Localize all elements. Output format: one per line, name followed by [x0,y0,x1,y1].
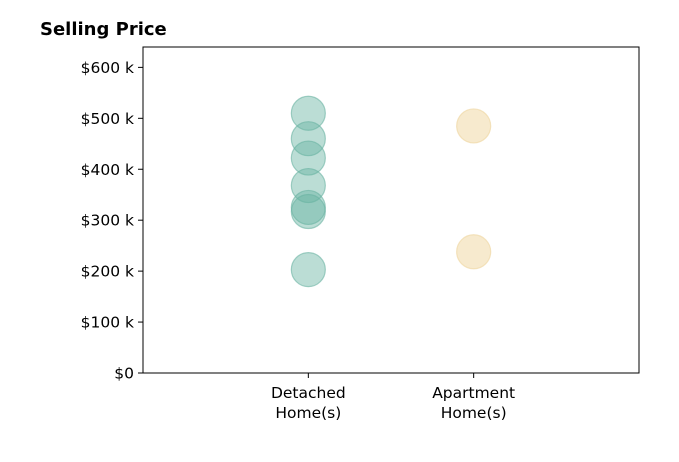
data-point [290,251,326,288]
y-tick-label: $0 [114,365,134,383]
data-point [290,140,326,176]
data-point [456,234,492,270]
plot-frame [142,46,640,374]
data-point [456,108,492,144]
points-layer [290,95,492,288]
x-axis: Detached Home(s) Apartment Home(s) [271,373,515,422]
data-point [290,121,326,157]
chart-title: Selling Price [40,19,167,40]
y-tick-label: $400 k [81,161,134,179]
data-point [290,95,326,131]
x-tick-label: Detached Home(s) [271,384,346,422]
y-tick-label: $600 k [81,59,134,77]
y-tick-label: $500 k [81,110,134,128]
data-point [290,167,326,204]
x-tick-label: Apartment Home(s) [432,384,515,422]
data-point [290,193,326,230]
y-tick-label: $200 k [81,263,134,281]
y-tick-label: $300 k [81,212,134,230]
y-tick-label: $100 k [81,314,134,332]
y-axis: $0 $100 k $200 k $300 k $400 k $500 k $600 k [81,59,143,383]
